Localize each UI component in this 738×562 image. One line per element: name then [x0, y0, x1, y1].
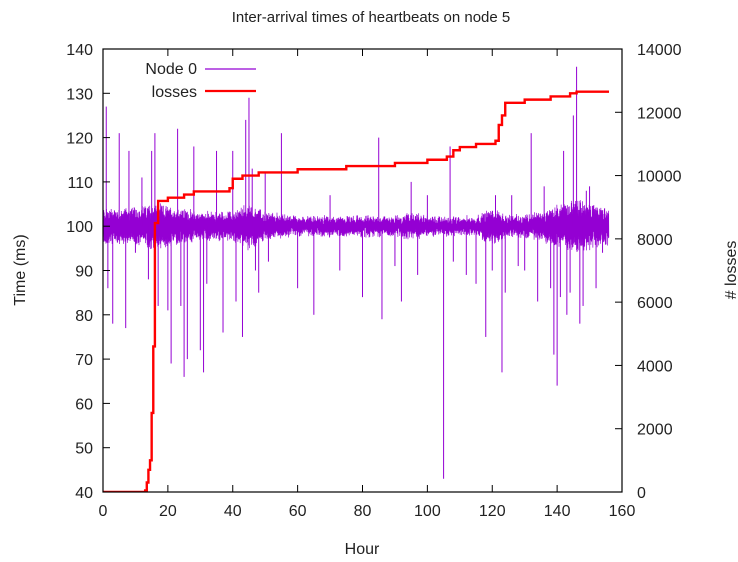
losses-line — [103, 90, 610, 492]
y2-tick-label: 14000 — [637, 42, 682, 59]
y2-axis-title: # losses — [723, 241, 738, 300]
x-tick-label: 40 — [224, 503, 242, 520]
y-tick-label: 70 — [75, 352, 93, 369]
legend-label-losses: losses — [152, 84, 197, 101]
y-tick-label: 60 — [75, 396, 93, 413]
x-tick-label: 160 — [609, 503, 636, 520]
y-tick-label: 50 — [75, 441, 93, 458]
y-tick-label: 40 — [75, 485, 93, 502]
y2-tick-label: 0 — [637, 485, 646, 502]
y2-tick-label: 12000 — [637, 105, 682, 122]
y-tick-label: 140 — [66, 42, 93, 59]
y-axis-left: 40 50 60 70 80 90 100 110 120 130 140 — [66, 42, 110, 502]
x-tick-label: 0 — [99, 503, 108, 520]
y-axis-title: Time (ms) — [12, 234, 29, 305]
y-axis-right: 0 2000 4000 6000 8000 10000 12000 14000 — [615, 42, 682, 502]
y2-tick-label: 6000 — [637, 295, 673, 312]
x-tick-label: 80 — [354, 503, 372, 520]
legend-label-node-0: Node 0 — [145, 61, 197, 78]
y-tick-label: 90 — [75, 264, 93, 281]
x-axis-title: Hour — [345, 541, 380, 558]
y-tick-label: 100 — [66, 219, 93, 236]
y-tick-label: 120 — [66, 131, 93, 148]
x-tick-label: 120 — [479, 503, 506, 520]
y2-tick-label: 8000 — [637, 232, 673, 249]
y2-tick-label: 10000 — [637, 169, 682, 186]
y-tick-label: 130 — [66, 86, 93, 103]
x-axis: 0 20 40 60 80 100 120 140 160 — [99, 49, 636, 520]
y-tick-label: 80 — [75, 308, 93, 325]
y-tick-label: 110 — [67, 175, 93, 192]
x-tick-label: 20 — [159, 503, 177, 520]
y2-tick-label: 4000 — [637, 358, 673, 375]
series-losses — [103, 90, 610, 492]
node-0-band — [103, 200, 610, 252]
series-node-0 — [103, 66, 610, 479]
x-tick-label: 140 — [544, 503, 571, 520]
chart-title: Inter-arrival times of heartbeats on nod… — [232, 9, 510, 26]
y2-tick-label: 2000 — [637, 422, 673, 439]
legend: Node 0 losses — [145, 61, 256, 101]
x-tick-label: 60 — [289, 503, 307, 520]
x-tick-label: 100 — [414, 503, 441, 520]
